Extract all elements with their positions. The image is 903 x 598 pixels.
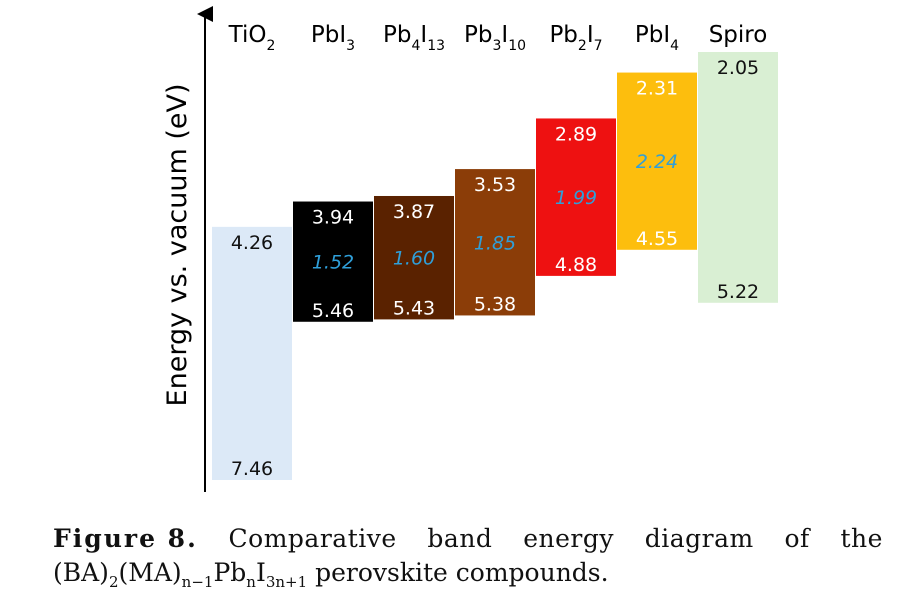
cb-energy-label: 4.26 [231, 232, 273, 254]
band-group: 4.26 7.46 3.94 5.46 1.52 3.87 5.43 1.60 3.53 5.38… [212, 52, 778, 480]
cb-energy-label: 2.05 [717, 57, 759, 79]
caption-formula-sub: 3n+1 [265, 573, 308, 591]
compound-header: Pb3I10 [464, 22, 526, 54]
band-gap-label: 1.85 [474, 232, 516, 254]
y-axis-label: Energy vs. vacuum (eV) [162, 84, 193, 407]
cb-energy-label: 3.94 [312, 207, 354, 229]
vb-energy-label: 4.55 [636, 228, 678, 250]
compound-subscript: 2 [266, 38, 275, 54]
compound-header: TiO2 [228, 22, 276, 54]
vb-energy-label: 5.43 [393, 297, 435, 319]
compound-header-group: TiO2 PbI3 Pb4I13 Pb3I10 Pb2I7 PbI4 Spiro [228, 22, 768, 54]
caption-formula-part: (BA) [53, 558, 109, 587]
caption-word: of [784, 524, 810, 553]
caption-formula-sub: n−1 [181, 573, 214, 591]
compound-name: Spiro [709, 22, 768, 48]
band-gap-label: 2.24 [636, 151, 678, 173]
band-gap-label: 1.60 [393, 248, 435, 270]
caption-formula-sub: 2 [108, 573, 119, 591]
cb-energy-label: 3.87 [393, 201, 435, 223]
band-bar [536, 118, 616, 276]
caption-word: Comparative [228, 524, 397, 553]
compound-name: Pb [383, 22, 411, 48]
band-bar [374, 195, 454, 320]
band-bar [212, 226, 292, 480]
caption-figure-label: Figure 8. [53, 524, 198, 553]
compound-subscript: 13 [427, 38, 445, 54]
cb-energy-label: 2.31 [636, 78, 678, 100]
compound-subscript: 4 [411, 38, 420, 54]
caption-word: the [840, 524, 883, 553]
caption-formula-part: I [255, 558, 266, 587]
compound-name: I [420, 22, 427, 48]
compound-header: PbI4 [635, 22, 679, 54]
cb-energy-label: 3.53 [474, 174, 516, 196]
compound-subscript: 3 [492, 38, 501, 54]
compound-name: PbI [635, 22, 670, 48]
vb-energy-label: 7.46 [231, 458, 273, 480]
compound-name: PbI [311, 22, 346, 48]
compound-subscript: 2 [578, 38, 587, 54]
band-bar [698, 52, 778, 303]
compound-header: Pb2I7 [549, 22, 602, 54]
compound-name: TiO [228, 22, 267, 48]
compound-header: Spiro [709, 22, 768, 48]
compound-name: Pb [464, 22, 492, 48]
vb-energy-label: 5.46 [312, 300, 354, 322]
caption-formula-part: perovskite compounds. [307, 558, 609, 587]
caption-word: energy [523, 524, 614, 553]
caption-word: diagram [644, 524, 754, 553]
caption-word: band [427, 524, 493, 553]
caption-line-1: Figure 8. Comparative band energy diagra… [53, 522, 883, 556]
vb-energy-label: 5.22 [717, 281, 759, 303]
caption-formula-part: Pb [213, 558, 247, 587]
compound-name: I [587, 22, 594, 48]
band-bar [455, 169, 535, 316]
band-gap-label: 1.52 [312, 252, 354, 274]
caption-line-2: (BA)2(MA)n−1PbnI3n+1 perovskite compound… [53, 556, 883, 590]
figure-caption: Figure 8. Comparative band energy diagra… [53, 522, 883, 590]
compound-subscript: 10 [508, 38, 526, 54]
band-bar [293, 201, 373, 322]
compound-subscript: 3 [346, 38, 355, 54]
compound-name: Pb [549, 22, 577, 48]
vb-energy-label: 5.38 [474, 293, 516, 315]
compound-subscript: 4 [670, 38, 679, 54]
compound-header: Pb4I13 [383, 22, 445, 54]
vb-energy-label: 4.88 [555, 254, 597, 276]
compound-subscript: 7 [594, 38, 603, 54]
compound-header: PbI3 [311, 22, 355, 54]
compound-name: I [501, 22, 508, 48]
caption-formula-part: (MA) [118, 558, 182, 587]
caption-formula-sub: n [246, 573, 256, 591]
band-gap-label: 1.99 [555, 187, 597, 209]
band-bar [617, 72, 697, 250]
cb-energy-label: 2.89 [555, 123, 597, 145]
